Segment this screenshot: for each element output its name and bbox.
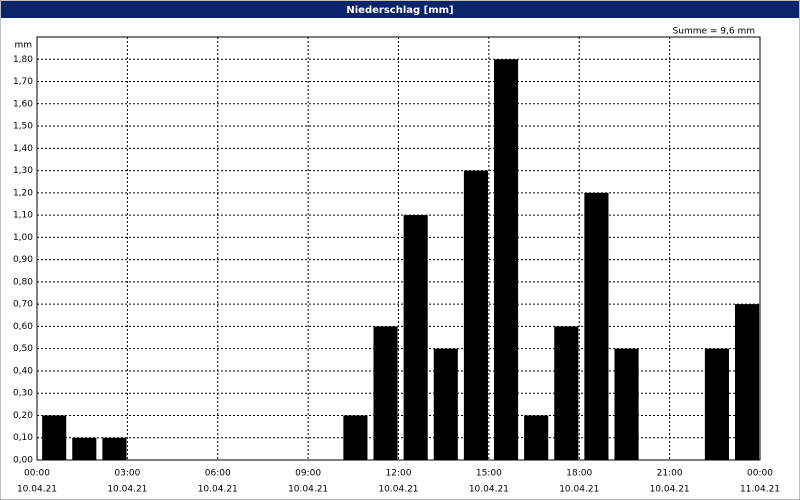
y-tick-label: 0,10: [13, 433, 33, 443]
y-tick-label: 0,30: [13, 389, 33, 399]
y-tick-label: 1,60: [13, 99, 33, 109]
y-tick-label: 0,20: [13, 411, 33, 421]
bar: [403, 215, 428, 460]
bar: [734, 304, 760, 460]
y-tick-label: 1,10: [13, 211, 33, 221]
plot-frame: [36, 36, 761, 461]
x-tick-date: 10.04.21: [107, 485, 147, 495]
bar: [584, 192, 609, 460]
bar: [343, 415, 368, 460]
annotation: Summe = 9,6 mm: [673, 27, 755, 37]
bar: [493, 59, 519, 461]
bar: [373, 326, 398, 460]
x-tick-label: 00:00: [24, 469, 50, 479]
bar: [524, 415, 549, 460]
x-tick-label: 09:00: [295, 469, 321, 479]
bar: [42, 415, 67, 460]
y-tick-label: 0,60: [13, 322, 33, 332]
x-tick-label: 12:00: [386, 469, 412, 479]
y-tick-label: 1,00: [13, 233, 33, 243]
x-tick-date: 11.04.21: [740, 485, 780, 495]
y-tick-label: 0,90: [13, 255, 33, 265]
y-axis-label: mm: [14, 41, 32, 51]
y-tick-label: 0,00: [13, 456, 33, 466]
bar: [554, 326, 579, 460]
bar: [463, 170, 488, 460]
x-tick-date: 10.04.21: [17, 485, 57, 495]
bar: [704, 348, 729, 460]
x-tick-date: 10.04.21: [559, 485, 599, 495]
y-tick-label: 1,20: [13, 188, 33, 198]
y-tick-label: 1,80: [13, 55, 33, 65]
y-tick-label: 1,50: [13, 122, 33, 132]
y-tick-label: 0,80: [13, 277, 33, 287]
x-tick-date: 10.04.21: [650, 485, 690, 495]
bar: [614, 348, 639, 460]
x-tick-date: 10.04.21: [288, 485, 328, 495]
x-tick-date: 10.04.21: [378, 485, 418, 495]
bar: [72, 437, 97, 460]
x-tick-label: 18:00: [566, 469, 592, 479]
y-tick-label: 1,40: [13, 144, 33, 154]
bar: [433, 348, 458, 460]
x-tick-label: 00:00: [747, 469, 773, 479]
y-tick-label: 0,70: [13, 300, 33, 310]
y-tick-label: 0,50: [13, 344, 33, 354]
x-tick-date: 10.04.21: [469, 485, 509, 495]
y-tick-label: 0,40: [13, 366, 33, 376]
x-tick-date: 10.04.21: [198, 485, 238, 495]
chart-title: Niederschlag [mm]: [346, 5, 453, 16]
bar: [102, 437, 127, 460]
x-tick-label: 21:00: [657, 469, 683, 479]
x-tick-label: 15:00: [476, 469, 502, 479]
y-tick-label: 1,70: [13, 77, 33, 87]
x-tick-label: 06:00: [205, 469, 231, 479]
y-tick-label: 1,30: [13, 166, 33, 176]
x-tick-label: 03:00: [114, 469, 140, 479]
title-bar: [1, 1, 799, 18]
